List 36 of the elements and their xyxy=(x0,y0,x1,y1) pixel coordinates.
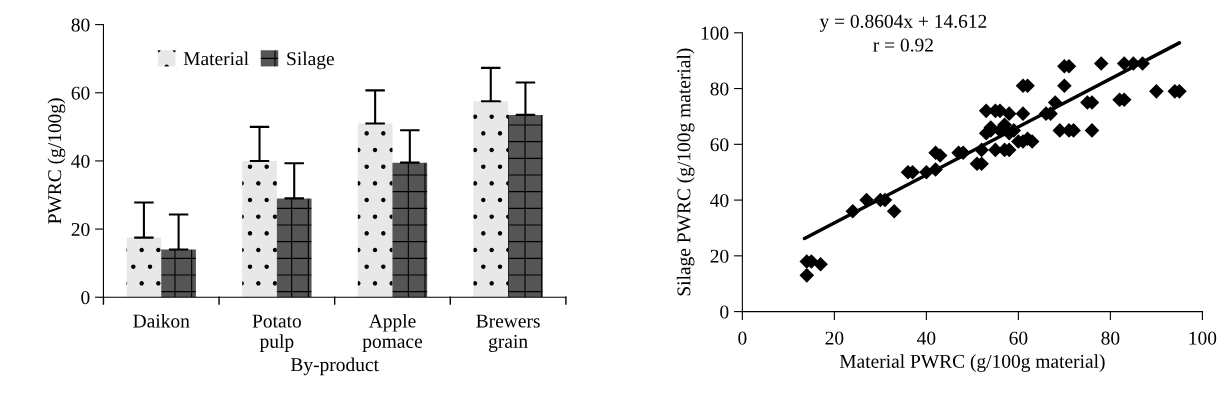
y-axis-title: Silage PWRC (g/100g material) xyxy=(676,48,695,296)
x-tick-label: Brewers grain xyxy=(476,314,540,352)
legend-label: Silage xyxy=(287,51,334,70)
y-tick-label: 40 xyxy=(710,193,729,208)
x-tick-label: 100 xyxy=(1189,331,1217,345)
x-tick-label: 80 xyxy=(1101,331,1120,345)
x-tick-label: 60 xyxy=(1009,331,1028,345)
annotation: r = 0.92 xyxy=(873,38,933,52)
legend-label: Material xyxy=(183,51,249,66)
bar xyxy=(242,160,277,298)
y-tick-label: 100 xyxy=(701,26,729,40)
y-tick-label: 20 xyxy=(71,222,90,237)
x-tick-label: 40 xyxy=(917,331,936,345)
y-tick-label: 40 xyxy=(71,154,90,168)
x-tick-label: Daikon xyxy=(133,313,190,328)
x-axis-title: Material PWRC (g/100g material) xyxy=(839,354,1105,372)
y-tick-label: 80 xyxy=(71,18,90,32)
x-tick-label: Apple pomace xyxy=(362,313,423,352)
y-tick-label: 0 xyxy=(81,291,90,305)
y-axis-title: PWRC (g/100g) xyxy=(47,98,66,224)
bar xyxy=(473,101,509,298)
y-tick-label: 80 xyxy=(710,82,729,96)
y-tick-label: 60 xyxy=(710,138,729,152)
bar xyxy=(161,249,196,298)
y-tick-label: 20 xyxy=(710,249,729,263)
x-tick-label: 20 xyxy=(825,331,844,345)
y-tick-label: 60 xyxy=(71,86,90,100)
bar xyxy=(276,198,312,298)
x-axis-title: By-product xyxy=(290,357,379,376)
bar xyxy=(126,237,162,298)
bar xyxy=(357,123,393,298)
bar xyxy=(508,114,543,298)
bar xyxy=(392,162,428,298)
text: y = 0.8604x + 14.612 xyxy=(819,14,987,32)
x-tick-label: 0 xyxy=(738,331,747,345)
x-tick-label: Potato pulp xyxy=(252,314,301,352)
